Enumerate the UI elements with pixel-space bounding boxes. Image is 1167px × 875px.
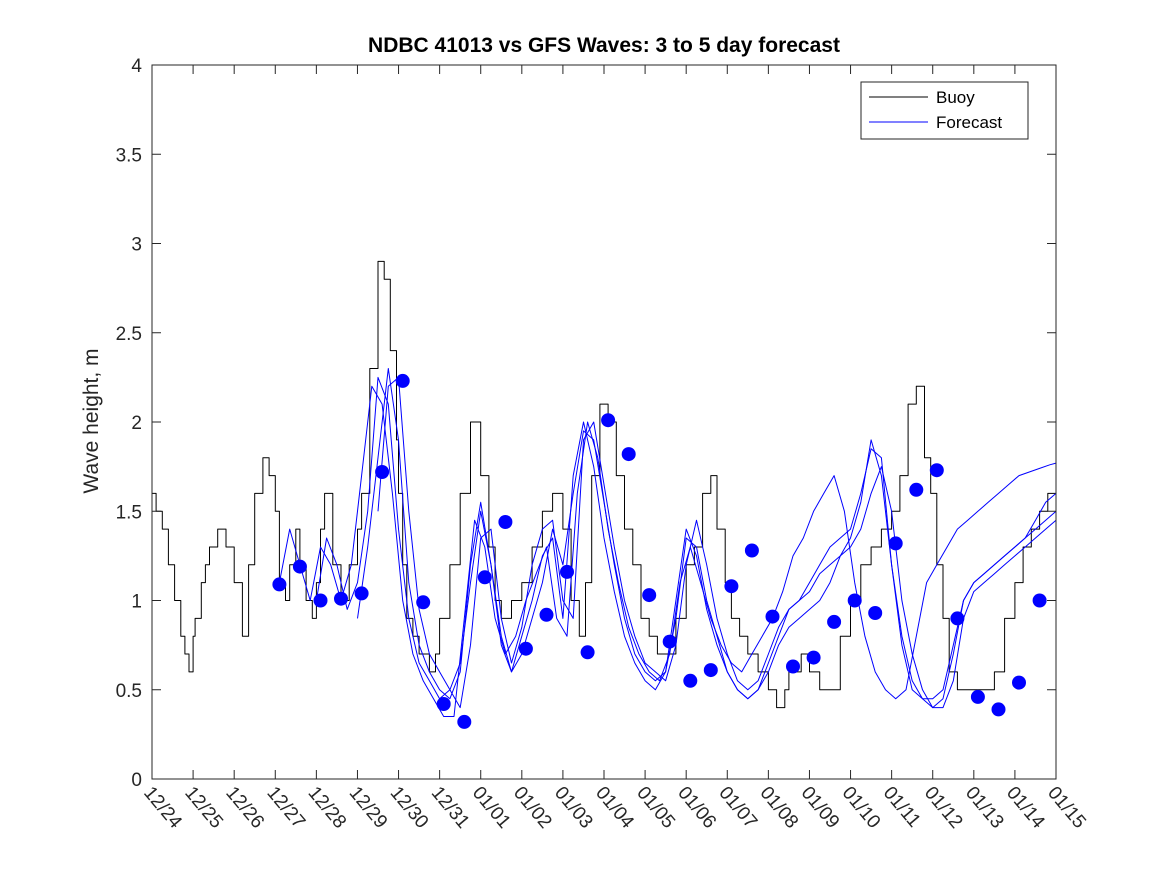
forecast-series-line-2 bbox=[315, 376, 1057, 709]
y-axis-label: Wave height, m bbox=[80, 348, 103, 493]
forecast-point bbox=[375, 465, 390, 479]
forecast-point bbox=[334, 591, 348, 606]
forecast-series-line-3 bbox=[357, 368, 1057, 709]
y-tick-label: 1 bbox=[131, 592, 142, 613]
forecast-point bbox=[313, 593, 328, 608]
forecast-point bbox=[929, 463, 944, 478]
forecast-point bbox=[395, 373, 410, 388]
forecast-point bbox=[539, 607, 554, 622]
legend-buoy-label: Buoy bbox=[936, 88, 975, 107]
forecast-point bbox=[457, 714, 472, 729]
plot-area: 12/2412/2512/2612/2712/2812/2912/3012/31… bbox=[116, 56, 1090, 833]
x-tick-label: 01/11 bbox=[879, 783, 925, 832]
x-tick-label: 01/01 bbox=[468, 783, 515, 833]
y-tick-label: 0.5 bbox=[116, 681, 142, 702]
marker-layer bbox=[272, 373, 1047, 729]
x-tick-label: 01/04 bbox=[591, 783, 638, 833]
x-tick-label: 12/27 bbox=[262, 783, 309, 833]
x-tick-label: 01/03 bbox=[550, 783, 597, 833]
legend-box bbox=[860, 81, 1029, 140]
y-tick-label: 2 bbox=[131, 413, 142, 434]
forecast-point bbox=[888, 536, 903, 551]
forecast-point bbox=[642, 588, 657, 603]
forecast-point bbox=[436, 697, 451, 711]
forecast-point bbox=[1032, 593, 1047, 608]
forecast-point bbox=[703, 663, 718, 678]
x-tick-label: 01/12 bbox=[920, 783, 967, 833]
x-tick-label: 12/30 bbox=[386, 783, 433, 833]
forecast-point bbox=[292, 559, 307, 574]
y-tick-label: 2.5 bbox=[116, 324, 142, 345]
tick-layer: 12/2412/2512/2612/2712/2812/2912/3012/31… bbox=[116, 56, 1090, 833]
y-tick-label: 3 bbox=[131, 235, 142, 256]
forecast-point bbox=[580, 645, 595, 660]
legend: Buoy Forecast bbox=[860, 81, 1029, 140]
x-tick-label: 01/09 bbox=[797, 783, 844, 833]
x-tick-label: 01/10 bbox=[838, 783, 885, 833]
forecast-point bbox=[827, 614, 842, 629]
chart-title: NDBC 41013 vs GFS Waves: 3 to 5 day fore… bbox=[368, 34, 840, 57]
y-tick-label: 0 bbox=[131, 770, 142, 791]
forecast-point bbox=[621, 447, 636, 462]
forecast-point bbox=[560, 564, 574, 579]
forecast-point bbox=[662, 634, 677, 649]
x-tick-label: 12/25 bbox=[180, 783, 227, 833]
x-tick-label: 01/06 bbox=[673, 783, 720, 833]
legend-forecast-label: Forecast bbox=[936, 113, 1002, 132]
x-tick-label: 12/24 bbox=[139, 783, 186, 833]
forecast-point bbox=[724, 579, 739, 594]
forecast-point bbox=[683, 673, 698, 688]
forecast-series-line-1 bbox=[278, 385, 1057, 717]
forecast-point bbox=[272, 577, 287, 592]
x-tick-label: 12/31 bbox=[427, 783, 474, 833]
y-tick-label: 3.5 bbox=[116, 145, 142, 166]
x-tick-label: 01/02 bbox=[509, 783, 556, 833]
x-tick-label: 01/08 bbox=[756, 783, 803, 833]
forecast-point bbox=[786, 659, 800, 674]
x-tick-label: 01/15 bbox=[1043, 783, 1090, 833]
forecast-series-line-4 bbox=[377, 376, 1057, 709]
x-tick-label: 12/29 bbox=[345, 783, 392, 833]
forecast-point bbox=[765, 609, 780, 624]
forecast-point bbox=[991, 702, 1006, 717]
forecast-point bbox=[416, 595, 431, 610]
forecast-point bbox=[518, 641, 533, 656]
x-tick-label: 01/14 bbox=[1002, 783, 1049, 833]
forecast-point bbox=[1012, 675, 1026, 690]
forecast-point bbox=[909, 482, 924, 497]
x-tick-label: 01/13 bbox=[961, 783, 1008, 833]
y-tick-label: 4 bbox=[131, 56, 142, 77]
forecast-point bbox=[477, 570, 492, 585]
forecast-point bbox=[950, 611, 965, 626]
forecast-point bbox=[354, 586, 369, 601]
x-tick-label: 01/05 bbox=[632, 783, 679, 833]
forecast-point bbox=[970, 689, 985, 704]
forecast-point bbox=[498, 515, 513, 529]
forecast-point bbox=[744, 543, 759, 558]
forecast-point bbox=[806, 650, 821, 665]
forecast-point bbox=[847, 593, 862, 608]
forecast-point bbox=[868, 606, 883, 620]
forecast-point bbox=[601, 413, 616, 428]
x-tick-label: 01/07 bbox=[714, 783, 761, 833]
x-tick-label: 12/26 bbox=[221, 783, 268, 833]
y-tick-label: 1.5 bbox=[116, 502, 142, 523]
x-tick-label: 12/28 bbox=[304, 783, 351, 833]
